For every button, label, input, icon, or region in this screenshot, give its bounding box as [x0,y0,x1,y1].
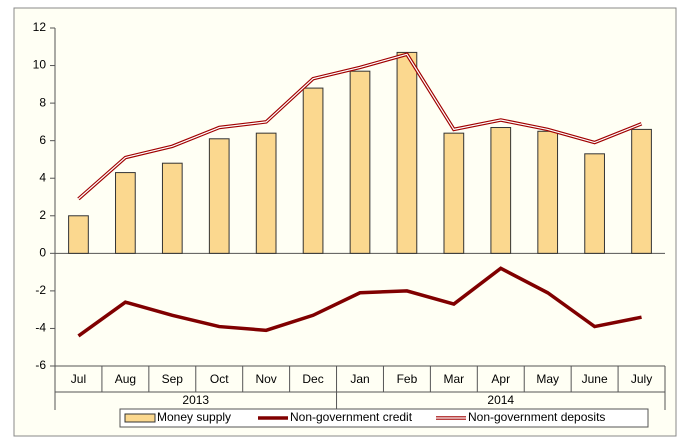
y-tick-label: 10 [33,58,47,72]
x-tick-label: Mar [444,372,465,386]
x-tick-label: Aug [115,372,136,386]
x-tick-label: May [536,372,559,386]
x-tick-label: Sep [162,372,184,386]
y-tick-label: 12 [33,20,47,34]
legend-box [119,408,649,428]
bar [584,153,605,254]
x-tick-label: Oct [210,372,229,386]
line [78,53,642,200]
bar [115,172,136,254]
x-tick-label: July [631,372,652,386]
x-tick-label: Jul [71,372,86,386]
bar [631,128,652,254]
bar [302,87,324,254]
x-tick-label: Jan [350,372,369,386]
bar [161,162,183,254]
bar [68,215,89,254]
bar [349,70,371,254]
y-tick-label: 6 [39,133,46,147]
bar [443,132,465,254]
y-tick-label: 0 [39,246,46,260]
y-tick-label: 2 [39,208,46,222]
x-tick-label: Nov [255,372,276,386]
legend-label: Money supply [157,410,231,424]
line [77,266,642,338]
legend-swatch [124,413,156,423]
bar [255,132,277,254]
legend-label: Non-government credit [290,410,413,424]
bar [490,127,512,254]
legend-label: Non-government deposits [468,410,605,424]
x-tick-label: Dec [302,372,323,386]
y-tick-label: -6 [35,358,46,372]
y-tick-label: 4 [39,170,46,184]
bar [208,138,230,254]
group-label: 2013 [182,393,209,407]
bar [537,130,559,254]
y-tick-label: -4 [35,321,46,335]
x-tick-label: Feb [397,372,418,386]
group-label: 2014 [487,393,514,407]
bar [396,51,418,254]
x-tick-label: June [582,372,608,386]
y-tick-label: -2 [35,283,46,297]
x-tick-label: Apr [491,372,510,386]
y-tick-label: 8 [39,95,46,109]
